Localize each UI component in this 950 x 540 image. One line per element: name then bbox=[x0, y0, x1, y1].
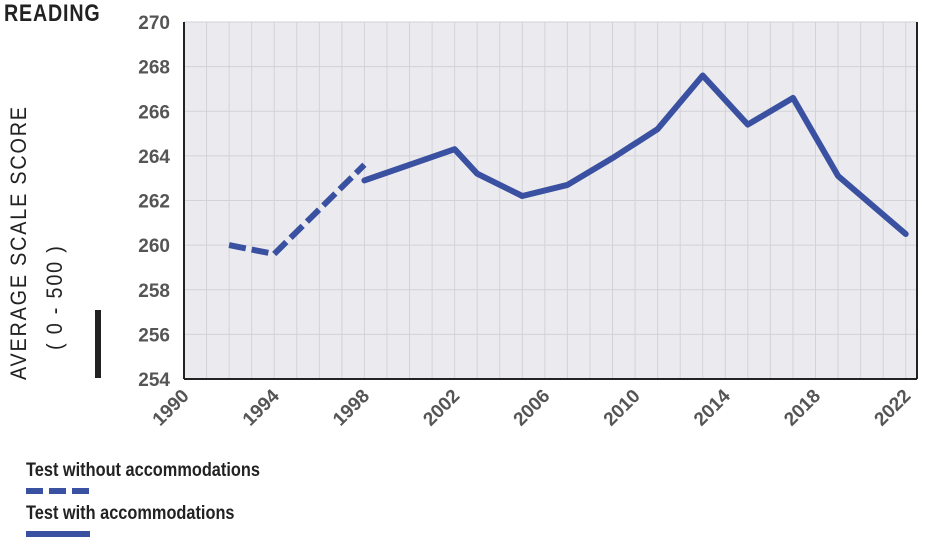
legend-dashed-line-swatch bbox=[26, 488, 90, 494]
data-series bbox=[228, 72, 909, 257]
legend-item-without-accommodations: Test without accommodations bbox=[26, 460, 298, 494]
x-tick-label: 2010 bbox=[600, 386, 645, 431]
y-axis-title-line2: ( 0 - 500 ) bbox=[42, 244, 67, 350]
grid-lines bbox=[184, 21, 917, 379]
y-tick-label: 254 bbox=[138, 370, 170, 391]
y-axis-title: AVERAGE SCALE SCORE ( 0 - 500 ) bbox=[6, 75, 68, 380]
y-tick-label: 266 bbox=[138, 102, 170, 123]
y-tick-label: 268 bbox=[138, 58, 170, 79]
series-line-without-accommodations bbox=[228, 162, 367, 257]
y-tick-label: 256 bbox=[138, 325, 170, 346]
y-tick-label: 270 bbox=[138, 13, 170, 34]
chart-title: READING bbox=[4, 0, 101, 27]
legend-solid-line-swatch bbox=[26, 531, 90, 537]
y-tick-label: 260 bbox=[138, 236, 170, 257]
y-tick-label: 264 bbox=[138, 147, 170, 168]
legend-label: Test without accommodations bbox=[26, 460, 260, 481]
x-tick-label: 2022 bbox=[871, 386, 916, 431]
y-tick-labels: 254 256 258 260 262 264 266 268 270 bbox=[138, 13, 170, 391]
x-tick-label: 2014 bbox=[690, 385, 735, 430]
legend-item-with-accommodations: Test with accommodations bbox=[26, 503, 268, 537]
x-tick-labels: 1990 1994 1998 2002 2006 2010 2014 2018 2022 bbox=[149, 385, 915, 430]
x-tick-label: 2006 bbox=[510, 386, 555, 431]
y-tick-label: 258 bbox=[138, 281, 170, 302]
y-axis-title-line1: AVERAGE SCALE SCORE bbox=[6, 105, 31, 380]
legend-label: Test with accommodations bbox=[26, 503, 235, 524]
y-axis-marker-bar bbox=[95, 310, 101, 378]
x-tick-label: 1994 bbox=[239, 385, 284, 430]
series-line-with-accommodations bbox=[361, 72, 909, 237]
line-chart: 254 256 258 260 262 264 266 268 270 1990 1994 1998… bbox=[138, 13, 918, 430]
x-tick-label: 2018 bbox=[780, 386, 825, 431]
y-tick-label: 262 bbox=[138, 192, 170, 213]
x-tick-label: 2002 bbox=[419, 386, 464, 431]
axes bbox=[183, 22, 918, 380]
x-tick-label: 1990 bbox=[149, 386, 194, 431]
x-tick-label: 1998 bbox=[329, 386, 374, 431]
